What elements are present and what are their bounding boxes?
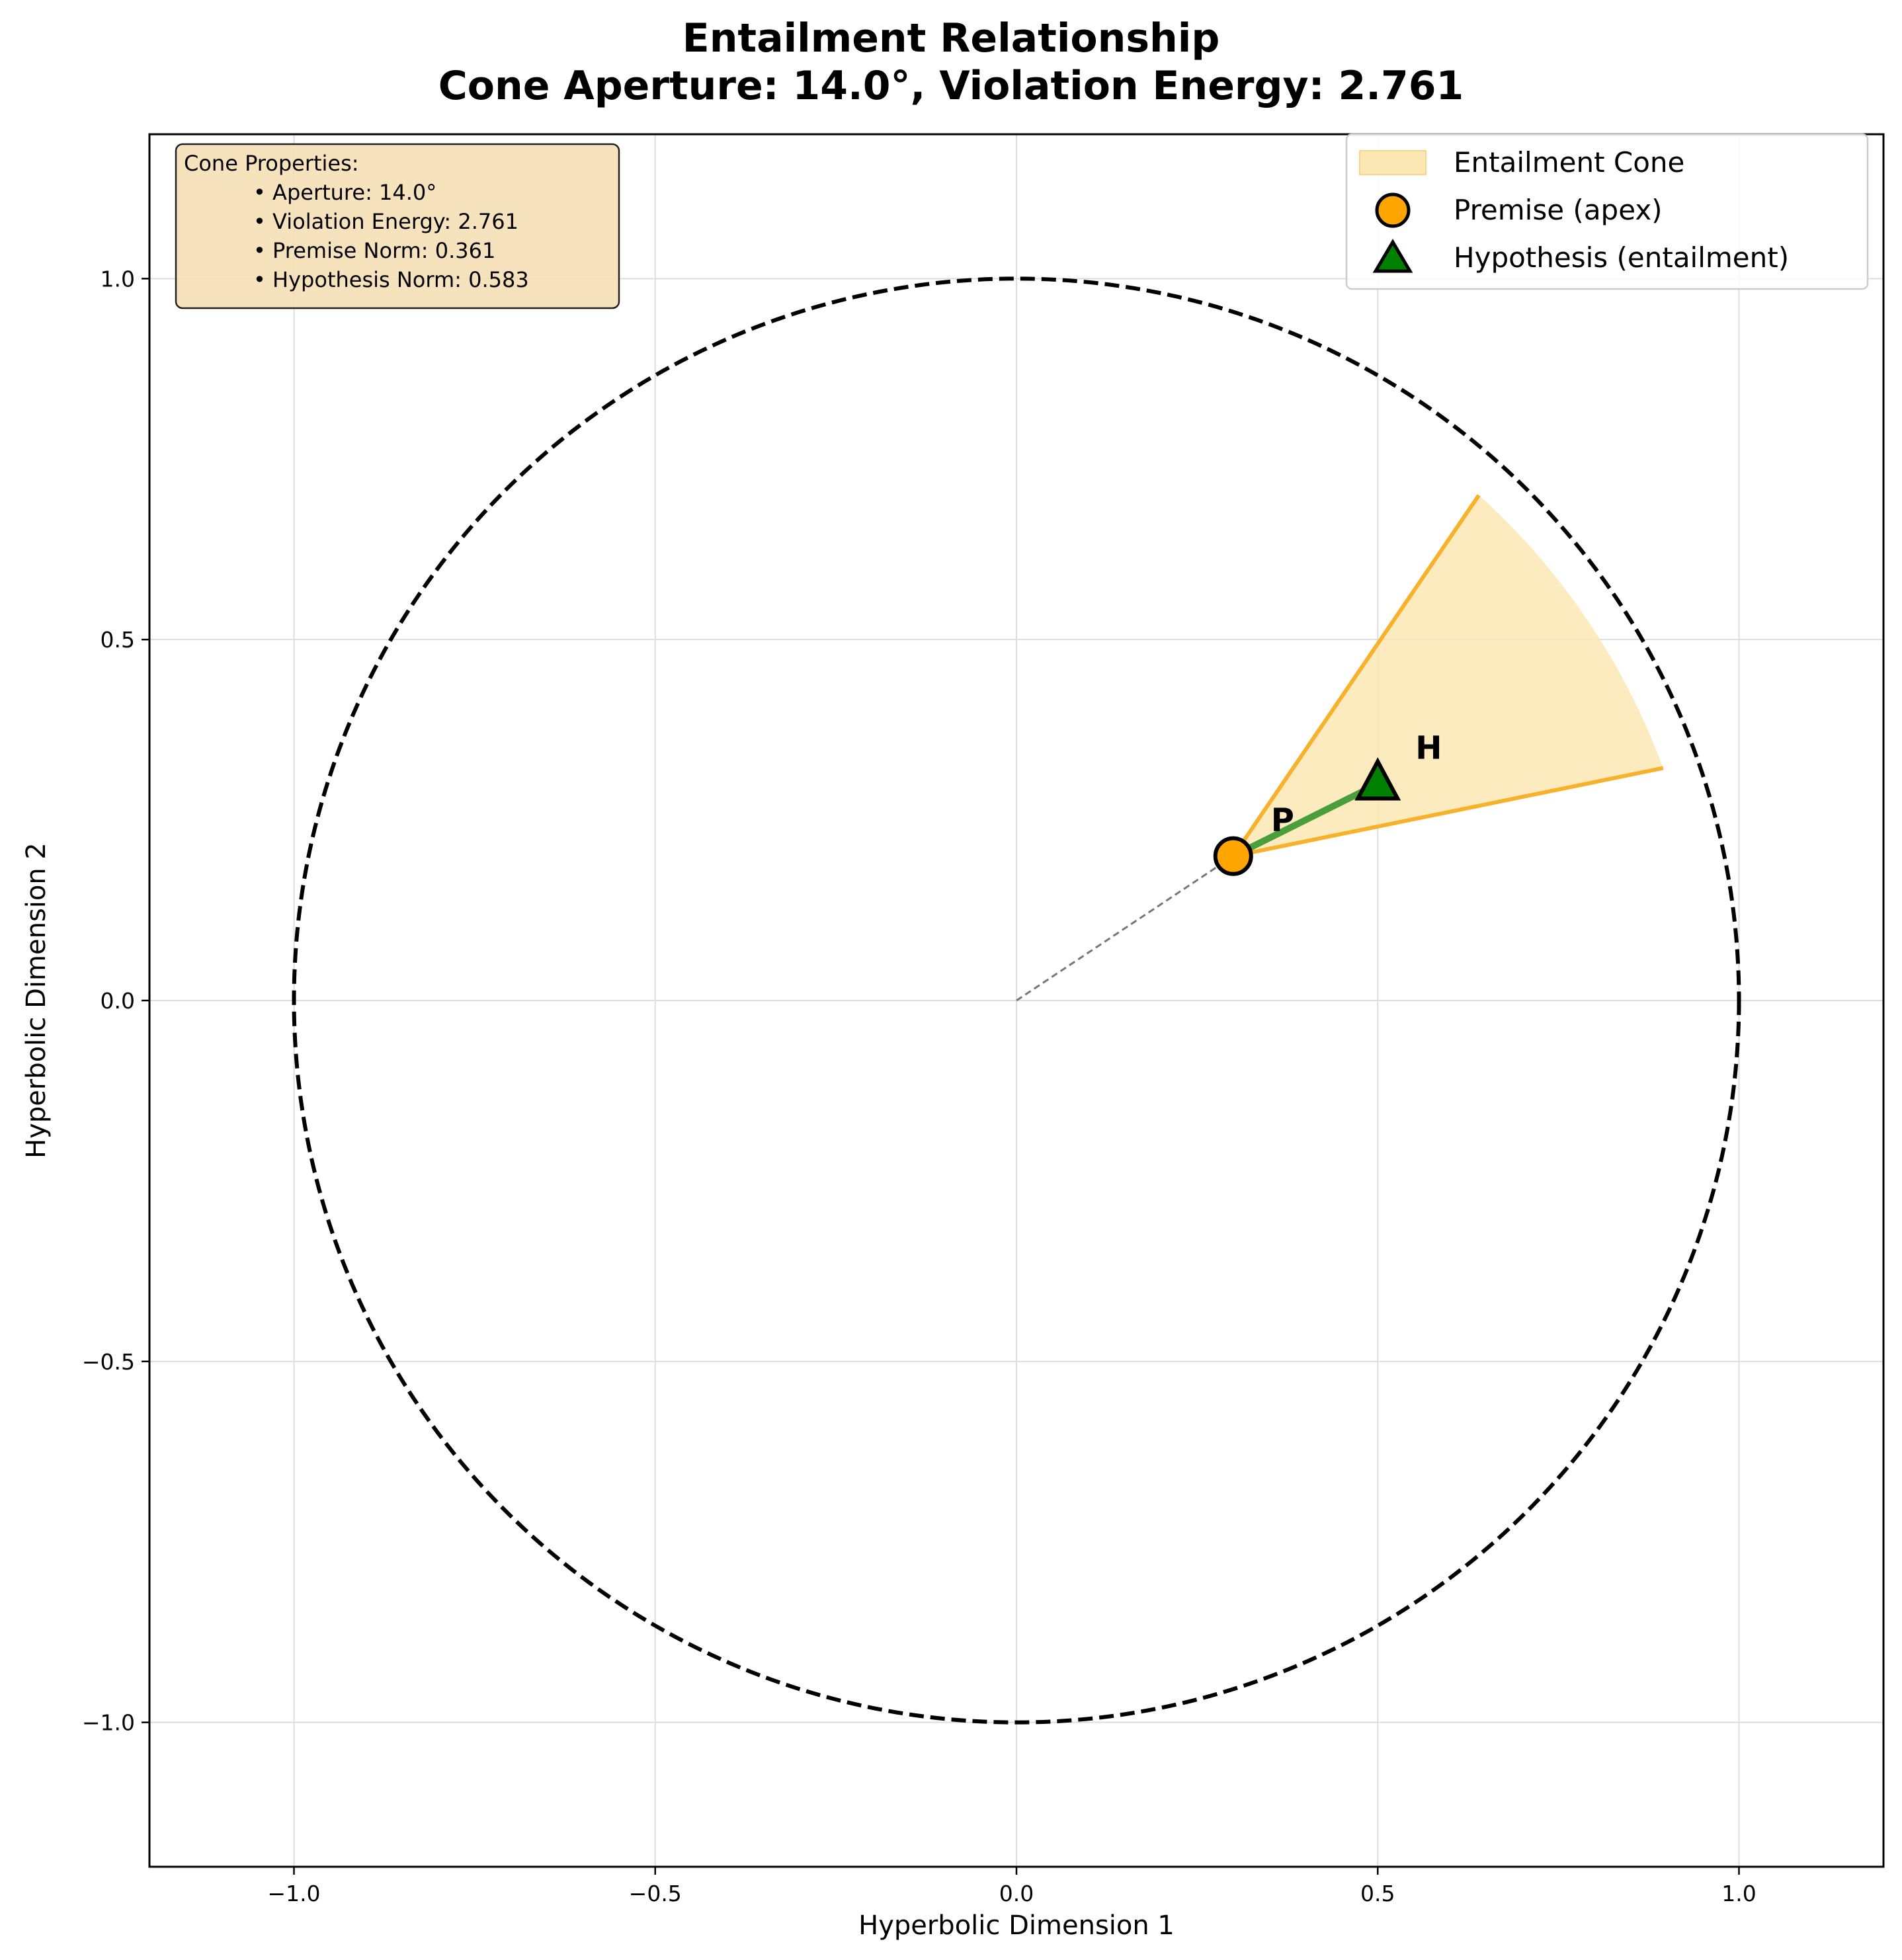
x-tick-label: 0.0 [999,1881,1034,1906]
y-tick-label: −0.5 [82,1349,135,1375]
x-tick-label: −0.5 [629,1881,682,1906]
hypothesis-point [1354,757,1401,801]
legend-label-cone: Entailment Cone [1454,146,1684,179]
legend-label-hypothesis: Hypothesis (entailment) [1454,241,1789,274]
info-box: Cone Properties: • Aperture: 14.0° • Vio… [175,143,620,309]
premise-label: P [1271,802,1294,839]
x-axis-label: Hyperbolic Dimension 1 [858,1910,1175,1941]
chart-title-line2: Cone Aperture: 14.0°, Violation Energy: … [438,63,1464,109]
cone-edge-upper [1231,494,1481,858]
y-tick-label: 1.0 [101,266,135,292]
legend: Entailment Cone Premise (apex) Hypothesi… [1345,133,1869,290]
axes-frame [148,133,1885,1868]
plot-area: PH [292,276,1741,1725]
legend-marker-hypothesis [1372,239,1413,273]
premise-point [1213,836,1253,876]
info-box-title: Cone Properties: [184,151,359,176]
x-tick-label: 1.0 [1721,1881,1756,1906]
x-tick-label: −1.0 [267,1881,320,1906]
entailment-cone-fill [1233,495,1663,856]
info-box-line: • Premise Norm: 0.361 [253,238,495,263]
hypothesis-label: H [1415,730,1442,767]
poincare-boundary-circle [292,276,1741,1725]
legend-swatch-cone [1359,150,1426,175]
info-box-background [175,143,620,309]
info-box-line: • Violation Energy: 2.761 [253,209,518,234]
legend-label-premise: Premise (apex) [1454,194,1663,226]
legend-frame [1345,133,1869,290]
axis-ticks: −1.0 −0.5 0.0 0.5 1.0 −1.0 −0.5 0.0 0.5 1.0 [82,266,1757,1906]
cone-edge-lower [1233,766,1664,858]
legend-marker-premise [1375,192,1411,228]
y-tick-label: 0.0 [101,988,135,1014]
y-tick-label: 0.5 [101,627,135,653]
y-tick-label: −1.0 [82,1710,135,1736]
info-box-line: • Aperture: 14.0° [253,180,436,205]
x-tick-label: 0.5 [1360,1881,1395,1906]
chart-title-line1: Entailment Relationship [682,15,1220,61]
cone-axis-line [1016,855,1234,1002]
info-box-line: • Hypothesis Norm: 0.583 [253,267,529,292]
y-axis-label: Hyperbolic Dimension 2 [21,842,52,1159]
entailment-link-line [1229,780,1382,860]
